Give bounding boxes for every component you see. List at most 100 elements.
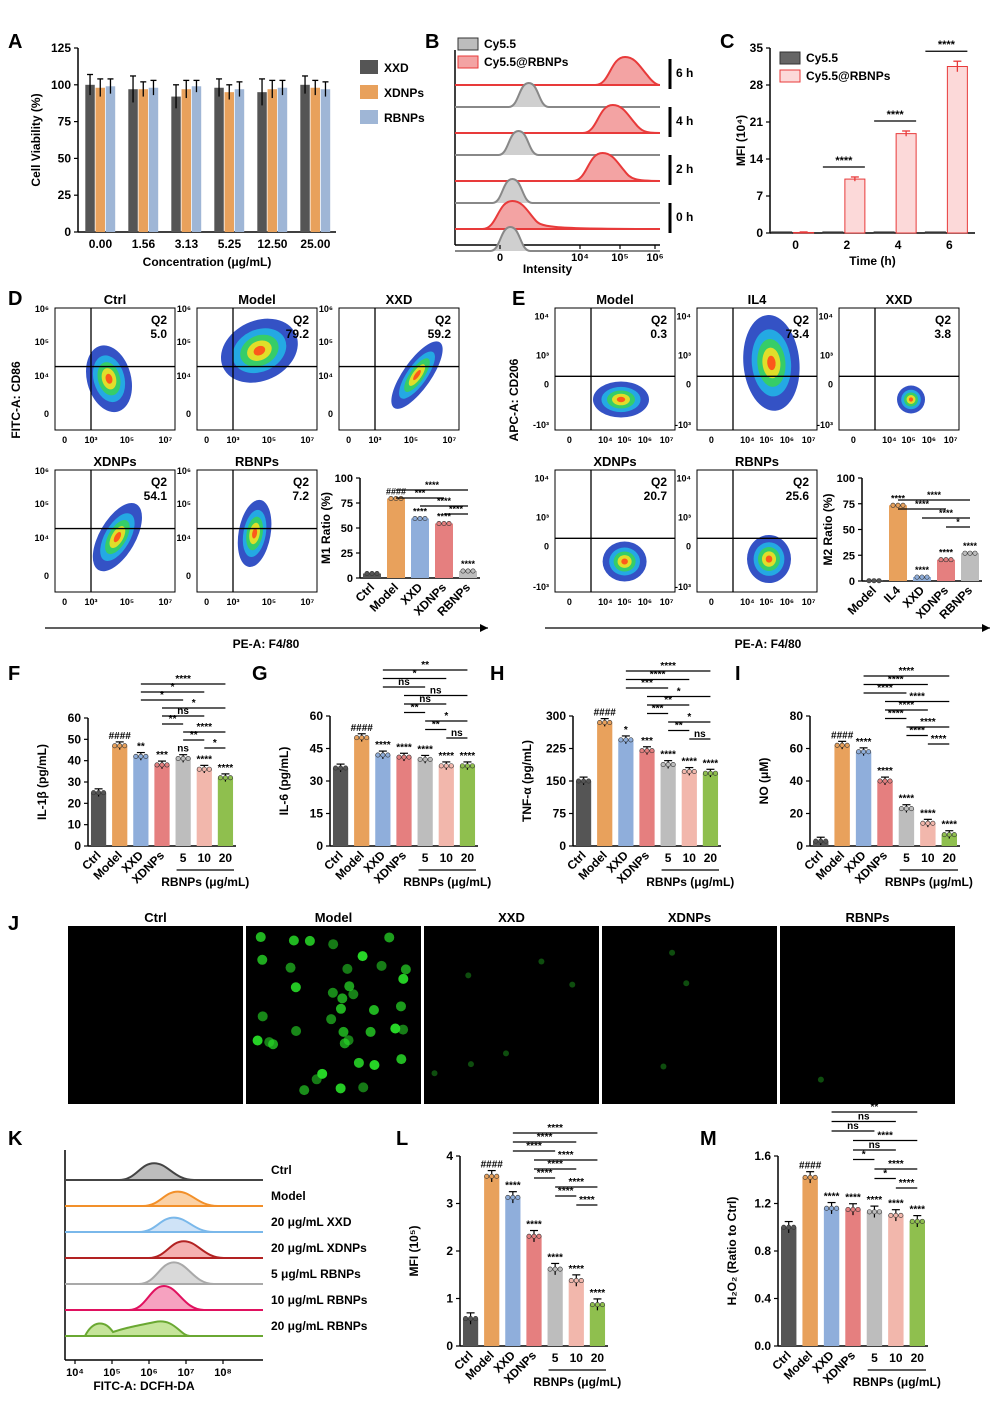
significance-label: **** [939,548,954,558]
x-tick-label: 10⁴ [740,597,754,607]
significance-label: **** [660,750,676,761]
legend-label: Cy5.5@RBNPs [484,55,569,69]
row-label: 20 μg/mL XXD [271,1215,352,1229]
y-tick-label: 10³ [678,512,691,522]
data-point [839,742,845,748]
data-point [133,753,139,759]
bracket-label: **** [920,717,936,728]
bar-XDNPs [845,1209,861,1346]
data-point [359,735,365,741]
bracket-label: ns [869,1140,881,1151]
bracket-label: **** [899,1178,915,1189]
y-tick-label: 10⁵ [35,337,49,347]
density-cloud [897,385,925,414]
x-tick-label: 10⁷ [443,435,457,445]
legend-label: RBNPs [384,111,425,125]
cell-dot [669,949,676,956]
legend-swatch [457,55,479,69]
significance-label: **** [438,751,454,762]
bar-5 [175,758,191,846]
y-tick-label: 60 [68,711,82,725]
x-tick-label: 10⁵ [617,435,631,445]
bracket-label: * [444,711,448,722]
y-tick-label: 2 [446,1244,453,1258]
data-point [369,570,375,576]
y-tick-label: 10⁶ [35,466,49,476]
significance-label: **** [856,737,872,748]
x-tick-label: 10⁵ [103,1367,120,1379]
data-point [422,515,428,521]
y-tick-label: -10³ [533,582,549,592]
bracket-label: **** [899,700,915,711]
bracket-label: ns [847,1121,859,1132]
cell-dot [431,1070,438,1077]
bracket-label: * [160,690,164,701]
bracket-label: *** [415,488,426,498]
y-axis-label: IL-6 (pg/mL) [277,747,291,816]
quadrant-value: 0.3 [650,327,667,341]
y-tick-label: 10³ [536,512,549,522]
row-label: 20 μg/mL XDNPs [271,1241,367,1255]
data-point [441,520,447,526]
y-tick-label: 125 [51,41,71,55]
significance-label: #### [831,730,854,741]
data-point [196,766,202,772]
cell-dot [285,962,296,973]
bar-Cy5.5 [771,231,793,234]
bracket-label: *** [641,678,653,689]
data-point [96,790,102,796]
bracket-label: **** [877,1131,893,1142]
bracket-label: **** [888,709,904,720]
y-tick-label: 10⁴ [319,371,333,381]
legend-swatch [360,85,378,99]
plot-title: XXD [886,292,913,307]
bracket-label: **** [558,1150,574,1161]
quadrant-label: Q2 [651,475,667,489]
fluorescence-image [424,926,599,1104]
panel-letter-D: D [8,288,22,310]
bracket-label: ** [190,730,198,741]
y-tick-label: 10⁴ [177,371,191,381]
data-point [401,754,407,760]
data-point [691,768,697,774]
data-point [888,1212,894,1218]
data-point [628,737,634,743]
data-point [941,832,947,838]
density-level [252,528,258,539]
data-point [938,557,944,563]
category-label: 10 [889,1351,903,1365]
y-tick-label: 0 [756,226,763,240]
x-tick-label: 10³ [84,597,97,607]
x-tick-label: 10⁷ [660,435,674,445]
bracket-label: **** [909,692,925,703]
category-label: 0 [792,238,799,252]
bracket-label: **** [887,109,905,121]
data-point [639,748,645,754]
y-tick-label: 0 [186,409,191,419]
cell-dot [327,987,338,998]
x-tick-label: 10⁵ [262,435,276,445]
y-tick-label: 0 [446,1339,453,1353]
x-axis-label: PE-A: F4/80 [233,637,300,651]
panel-letter-H: H [490,663,504,685]
quadrant-label: Q2 [151,475,167,489]
bracket-label: **** [915,499,930,509]
x-tick-label: 10⁷ [178,1367,195,1379]
data-point [112,743,118,749]
data-point [807,1174,813,1180]
data-point [396,754,402,760]
data-point [180,756,186,762]
significance-label: **** [526,1220,542,1231]
data-point [823,838,829,844]
bar-5 [898,808,915,846]
bracket-label: * [956,517,960,527]
bracket-label: ns [398,677,410,688]
panel-letter-L: L [396,1128,408,1150]
density-level [413,370,421,381]
data-point [388,495,394,501]
data-point [876,1209,882,1215]
y-tick-label: 0 [686,380,691,390]
data-point [364,570,370,576]
plot-title: RBNPs [735,454,779,469]
data-point [436,520,442,526]
